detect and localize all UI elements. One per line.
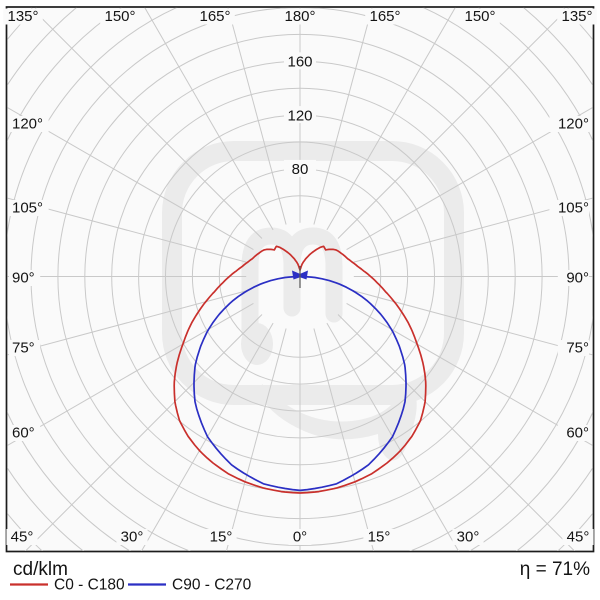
angle-label-mask xyxy=(365,8,405,25)
grid-ray xyxy=(227,7,287,225)
legend-label-c0-c180: C0 - C180 xyxy=(54,577,125,594)
angle-label-mask xyxy=(6,529,38,545)
angle-label: 120° xyxy=(12,116,43,133)
radial-tick-label: 160 xyxy=(287,54,312,71)
angle-label: 135° xyxy=(561,8,592,25)
angle-label: 135° xyxy=(7,8,38,25)
angle-label-mask xyxy=(280,8,320,25)
angle-labels: 135° 150° 165° 180° 165° 150° 135° 45° 30° 15° 0° 1… xyxy=(3,8,597,546)
grid-ray xyxy=(313,328,375,551)
angle-label-mask xyxy=(549,200,589,216)
unit-label: cd/klm xyxy=(13,559,68,580)
angle-label-mask xyxy=(452,529,484,545)
grid-ray xyxy=(326,7,456,231)
angle-label: 15° xyxy=(210,529,233,546)
angle-label-mask xyxy=(9,270,41,286)
angle-label-mask xyxy=(562,529,594,545)
grid-ray xyxy=(141,322,274,551)
grid-ray xyxy=(144,7,274,231)
angle-label-mask xyxy=(205,529,237,545)
grid-ray xyxy=(7,289,249,356)
grid-ray xyxy=(351,289,593,356)
legend-label-c90-c270: C90 - C270 xyxy=(172,577,252,594)
angle-label-mask xyxy=(460,8,500,25)
intensity-curves xyxy=(173,245,427,494)
angle-label-mask xyxy=(9,340,41,356)
angle-label: 60° xyxy=(566,425,589,442)
c0-c180-curve xyxy=(173,245,427,494)
grid-ray xyxy=(225,328,287,551)
radial-tick-label: 120 xyxy=(287,107,312,124)
angle-label: 60° xyxy=(12,425,35,442)
angle-label-mask xyxy=(195,8,235,25)
grid-ray xyxy=(313,7,373,225)
grid-ray xyxy=(24,314,263,551)
angle-label: 180° xyxy=(284,8,315,25)
grid-ray xyxy=(346,302,593,447)
angle-label-mask xyxy=(288,529,312,545)
angle-label-mask xyxy=(363,529,395,545)
angle-label: 30° xyxy=(121,529,144,546)
angle-label: 15° xyxy=(368,529,391,546)
angle-label: 165° xyxy=(199,8,230,25)
angle-label: 45° xyxy=(11,529,34,546)
angle-label-mask xyxy=(100,8,140,25)
angle-label-mask xyxy=(557,425,589,441)
efficiency-label: η = 71% xyxy=(520,559,590,580)
radial-tick-label: 80 xyxy=(292,161,309,178)
grid-ray xyxy=(337,314,576,551)
grid-ray xyxy=(326,322,459,551)
angle-label: 150° xyxy=(464,8,495,25)
angle-label: 75° xyxy=(566,340,589,357)
grid-ray xyxy=(7,197,249,264)
grid-ray xyxy=(346,106,593,251)
c90-arrowhead-right xyxy=(295,270,308,280)
angle-label: 120° xyxy=(558,116,589,133)
angle-label-mask xyxy=(557,340,589,356)
angle-label-mask xyxy=(116,529,148,545)
radial-tick-mask xyxy=(284,52,316,70)
angle-label: 105° xyxy=(558,200,589,217)
grid-ray xyxy=(7,106,254,251)
angle-label-mask xyxy=(9,116,49,132)
angle-label: 30° xyxy=(457,529,480,546)
angle-label-mask xyxy=(3,8,43,25)
angle-label-mask xyxy=(9,200,49,216)
radial-tick-labels: 160 120 80 xyxy=(284,52,316,178)
angle-label: 165° xyxy=(369,8,400,25)
grid-ray xyxy=(7,302,254,447)
angle-label: 75° xyxy=(12,340,35,357)
angle-label-mask xyxy=(557,8,597,25)
radial-tick-mask xyxy=(284,106,316,124)
angle-label: 45° xyxy=(567,529,590,546)
angle-label: 90° xyxy=(12,270,35,287)
angle-label: 0° xyxy=(293,529,307,546)
angle-label: 90° xyxy=(566,270,589,287)
legend: cd/klm η = 71% C0 - C180 C90 - C270 xyxy=(10,559,590,594)
angle-label-mask xyxy=(9,425,41,441)
radial-tick-mask xyxy=(284,159,316,177)
angle-label: 150° xyxy=(104,8,135,25)
c90-c270-curve xyxy=(193,275,407,492)
angle-label-mask xyxy=(549,116,589,132)
angle-label: 105° xyxy=(12,200,43,217)
angle-label-mask xyxy=(557,270,589,286)
grid-ray xyxy=(351,197,593,264)
